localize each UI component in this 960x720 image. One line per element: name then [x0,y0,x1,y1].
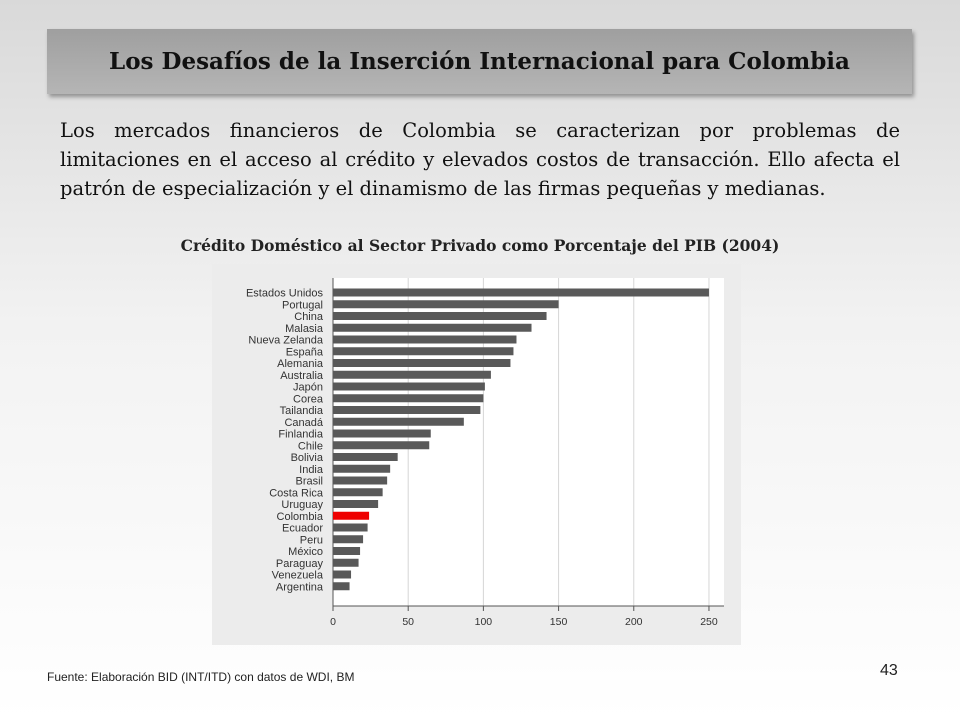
category-label: Australia [280,370,324,382]
x-tick-label: 50 [402,616,414,628]
category-label: Corea [293,393,324,405]
bar [333,288,709,297]
bar [333,394,484,403]
category-label: Japón [293,382,323,394]
category-label: Nueva Zelanda [248,335,323,347]
bar [333,464,391,473]
bar [333,370,491,379]
category-label: Alemania [277,358,324,370]
category-label: Ecuador [282,523,323,535]
bar [333,511,370,520]
bar [333,488,383,497]
bar [333,323,532,332]
category-label: Brasil [295,476,323,488]
page-number: 43 [880,662,898,679]
bar [333,523,368,532]
category-label: Portugal [282,299,323,311]
x-tick-label: 200 [625,616,643,628]
category-label: Uruguay [281,499,323,511]
bar [333,382,485,391]
bar [333,300,559,309]
bar [333,359,511,367]
category-label: Malasia [285,323,324,335]
category-label: Argentina [276,581,324,593]
category-label: Paraguay [276,558,324,570]
category-label: Venezuela [272,570,324,582]
chart-title: Crédito Doméstico al Sector Privado como… [180,236,780,255]
bar [333,417,464,426]
category-label: Peru [300,534,323,546]
bar [333,312,547,320]
title-bar: Los Desafíos de la Inserción Internacion… [47,29,912,94]
category-label: Colombia [277,511,324,523]
category-label: China [294,311,324,323]
x-tick-label: 250 [700,616,718,628]
category-label: India [299,464,324,476]
category-label: Canadá [284,417,323,429]
category-label: Finlandia [278,429,324,441]
category-label: Bolivia [291,452,324,464]
category-label: Estados Unidos [246,288,324,300]
bar [333,347,514,356]
chart-panel: 0 50 100 150 200 250 Estados Unidos Portugal Chi… [212,264,741,645]
category-label: México [288,546,323,558]
bar [333,558,359,567]
bar [333,547,361,555]
x-tick-label: 100 [475,616,493,628]
x-tick-label: 0 [330,616,336,628]
category-label: Costa Rica [269,487,324,499]
bar [333,429,431,438]
category-label: España [286,346,324,358]
bar [333,406,481,414]
x-tick-label: 150 [550,616,568,628]
bar [333,453,398,461]
bar [333,582,350,591]
slide-title: Los Desafíos de la Inserción Internacion… [109,48,850,75]
bar [333,441,430,450]
bar [333,570,352,579]
category-label: Tailandia [280,405,324,417]
body-paragraph: Los mercados financieros de Colombia se … [60,119,900,200]
bar [333,500,379,508]
category-label: Chile [298,440,323,452]
bar [333,335,517,344]
bar [333,476,388,485]
bar [333,535,364,544]
source-note: Fuente: Elaboración BID (INT/ITD) con da… [47,670,355,684]
